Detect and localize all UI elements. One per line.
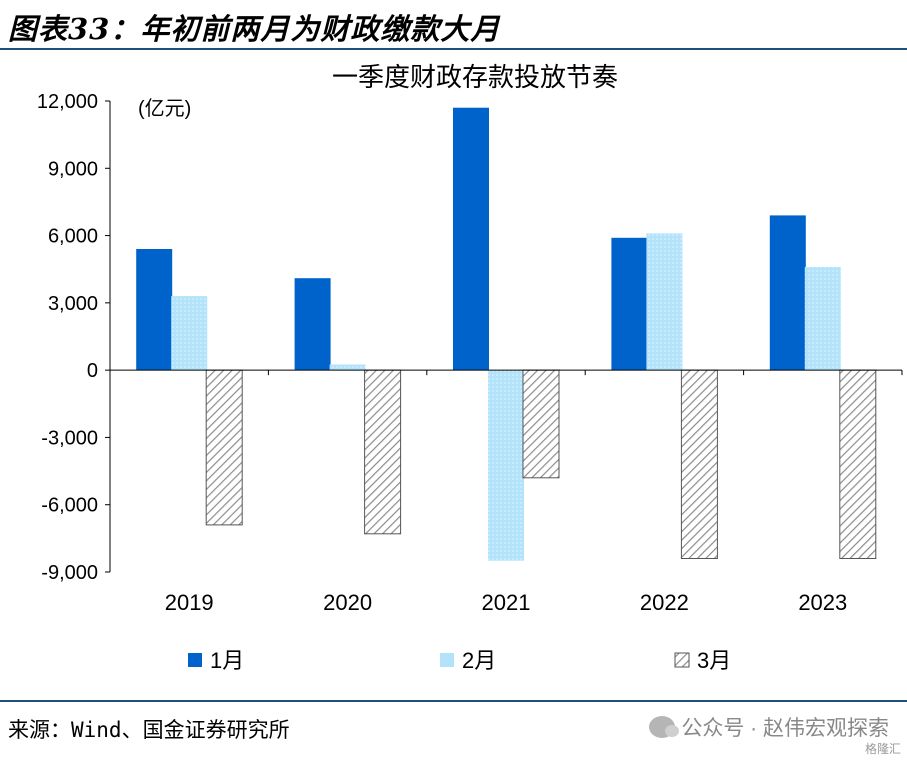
bars-group (136, 107, 877, 561)
bar-2019-feb (171, 296, 208, 371)
bar-2021-feb (488, 370, 524, 561)
legend-swatch-mar (674, 652, 690, 668)
bar-2022-jan (611, 237, 648, 371)
y-tick-label: 12,000 (37, 91, 98, 113)
y-tick-label: -9,000 (41, 562, 98, 584)
y-tick-label: 6,000 (48, 226, 98, 248)
bar-chart: 一季度财政存款投放节奏 (亿元) 12,000 9,000 6,000 3,000 0 -… (37, 63, 903, 673)
x-category-label: 2022 (640, 590, 689, 615)
legend-label-feb: 2月 (462, 648, 496, 673)
legend-swatch-jan (188, 653, 202, 667)
bar-2021-jan (453, 107, 489, 371)
source-note: 来源：Wind、国金证券研究所 (8, 718, 290, 742)
watermark: 公众号 · 赵伟宏观探索 (649, 712, 889, 742)
bar-2023-jan (769, 215, 806, 371)
axes-group: 12,000 9,000 6,000 3,000 0 -3,000 -6,000 -9,000… (37, 91, 903, 615)
bar-2022-feb (646, 233, 683, 371)
watermark-text: 公众号 · 赵伟宏观探索 (681, 717, 889, 740)
figure-header: 图表33：年初前两月为财政缴款大月 (0, 0, 907, 48)
bar-2020-mar (364, 369, 402, 535)
bar-2023-mar (839, 369, 877, 559)
figure-title: 图表33：年初前两月为财政缴款大月 (8, 12, 501, 46)
footer-rule (0, 700, 907, 702)
y-tick-label: 3,000 (48, 293, 98, 315)
y-tick-label: 9,000 (48, 158, 98, 180)
y-unit-label: (亿元) (138, 97, 191, 120)
bar-2020-jan (294, 278, 331, 371)
x-category-label: 2020 (323, 590, 372, 615)
bar-2019-mar (205, 369, 243, 526)
watermark-corner: 格隆汇 (864, 742, 901, 756)
x-category-label: 2019 (165, 590, 214, 615)
y-tick-label: 0 (87, 360, 98, 382)
bar-2019-jan (136, 249, 173, 371)
legend: 1月 2月 3月 (188, 648, 731, 673)
bar-2023-feb (804, 267, 841, 371)
wechat-icon (649, 716, 680, 738)
x-category-label: 2023 (798, 590, 847, 615)
chart-title: 一季度财政存款投放节奏 (332, 63, 618, 93)
y-tick-label: -3,000 (41, 427, 98, 449)
legend-label-jan: 1月 (210, 648, 244, 673)
bar-2021-mar (522, 369, 560, 479)
legend-label-mar: 3月 (697, 648, 731, 673)
header-rule (0, 48, 907, 50)
x-category-label: 2021 (482, 590, 531, 615)
bar-2022-mar (680, 369, 718, 559)
bar-2020-feb (329, 364, 366, 371)
legend-swatch-feb (440, 653, 454, 667)
y-tick-label: -6,000 (41, 495, 98, 517)
